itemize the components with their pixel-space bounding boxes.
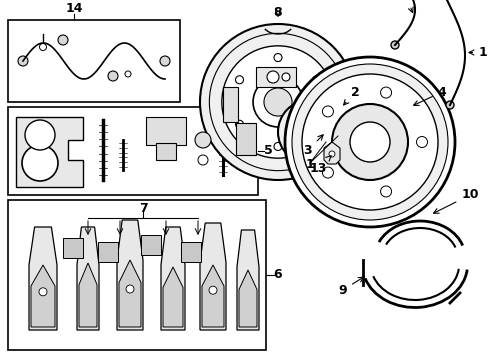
Text: 9: 9 <box>338 277 363 297</box>
Polygon shape <box>181 242 201 262</box>
Circle shape <box>208 286 217 294</box>
Circle shape <box>445 101 453 109</box>
Bar <box>342 105 352 111</box>
Circle shape <box>25 120 55 150</box>
Circle shape <box>125 71 131 77</box>
Circle shape <box>222 46 333 158</box>
Circle shape <box>273 143 282 150</box>
Bar <box>320 125 328 130</box>
Text: 6: 6 <box>273 269 282 282</box>
Circle shape <box>235 120 243 128</box>
Polygon shape <box>63 238 83 258</box>
Circle shape <box>380 87 391 98</box>
Circle shape <box>302 74 437 210</box>
Text: 5: 5 <box>263 144 272 158</box>
Circle shape <box>349 122 389 162</box>
Polygon shape <box>236 123 256 155</box>
Polygon shape <box>156 143 176 160</box>
Circle shape <box>319 145 325 151</box>
Bar <box>8 20 180 102</box>
Text: 7: 7 <box>138 202 147 215</box>
Bar <box>8 200 265 350</box>
Bar <box>333 128 341 133</box>
Circle shape <box>380 186 391 197</box>
Circle shape <box>416 136 427 148</box>
Text: 8: 8 <box>273 5 282 18</box>
Text: 3: 3 <box>303 135 323 157</box>
Polygon shape <box>239 270 257 327</box>
Circle shape <box>390 41 398 49</box>
Polygon shape <box>324 142 339 164</box>
Text: 14: 14 <box>65 1 82 14</box>
Polygon shape <box>141 235 161 255</box>
Circle shape <box>198 155 207 165</box>
Circle shape <box>126 285 134 293</box>
Bar <box>8 107 258 195</box>
Circle shape <box>278 100 341 164</box>
Text: 12: 12 <box>397 0 414 13</box>
Polygon shape <box>200 223 225 330</box>
Circle shape <box>288 138 294 144</box>
Circle shape <box>285 108 333 156</box>
Circle shape <box>40 44 46 50</box>
Text: 10: 10 <box>433 189 478 213</box>
Circle shape <box>291 64 447 220</box>
Circle shape <box>273 54 282 62</box>
Circle shape <box>331 104 407 180</box>
Text: 4: 4 <box>413 85 446 105</box>
Circle shape <box>322 106 333 117</box>
Circle shape <box>288 120 294 126</box>
Polygon shape <box>16 117 83 187</box>
Text: 13: 13 <box>309 156 330 175</box>
Polygon shape <box>77 227 99 330</box>
Polygon shape <box>202 265 224 327</box>
Polygon shape <box>237 230 259 330</box>
Bar <box>329 105 339 111</box>
Polygon shape <box>223 87 238 122</box>
Text: 2: 2 <box>343 85 359 105</box>
Circle shape <box>319 113 325 120</box>
Polygon shape <box>117 220 142 330</box>
Circle shape <box>322 167 333 178</box>
Circle shape <box>285 57 454 227</box>
Circle shape <box>326 129 332 135</box>
Circle shape <box>209 33 346 171</box>
Circle shape <box>297 120 321 144</box>
Polygon shape <box>119 260 141 327</box>
Circle shape <box>39 288 47 296</box>
Circle shape <box>108 71 118 81</box>
Polygon shape <box>307 97 325 117</box>
Circle shape <box>312 76 320 84</box>
Polygon shape <box>79 263 97 327</box>
Circle shape <box>22 145 58 181</box>
Polygon shape <box>146 117 185 145</box>
Circle shape <box>302 148 308 154</box>
Polygon shape <box>163 267 183 327</box>
Polygon shape <box>98 242 118 262</box>
Polygon shape <box>256 67 295 87</box>
Text: 11: 11 <box>468 46 488 59</box>
Circle shape <box>58 35 68 45</box>
Circle shape <box>312 120 320 128</box>
Polygon shape <box>31 265 55 327</box>
Polygon shape <box>161 227 184 330</box>
Circle shape <box>200 24 355 180</box>
Circle shape <box>302 109 308 116</box>
Text: 1: 1 <box>305 158 314 171</box>
Circle shape <box>160 56 170 66</box>
Circle shape <box>282 73 289 81</box>
Circle shape <box>264 88 291 116</box>
Circle shape <box>328 151 334 157</box>
Polygon shape <box>29 227 57 330</box>
Circle shape <box>266 71 279 83</box>
Circle shape <box>195 132 210 148</box>
Circle shape <box>18 56 28 66</box>
Circle shape <box>235 76 243 84</box>
Circle shape <box>252 77 303 127</box>
